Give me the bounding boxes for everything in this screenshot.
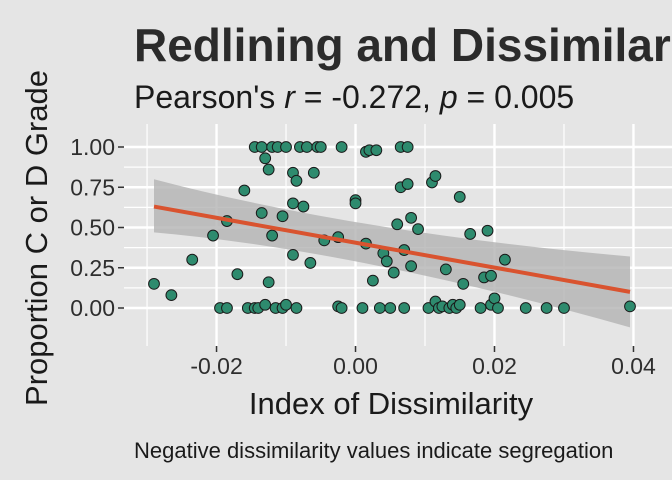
y-axis-ticks: 0.00 0.25 0.50 0.75 1.00 bbox=[70, 134, 124, 321]
x-axis-title: Index of Dissimilarity bbox=[249, 386, 534, 421]
data-point bbox=[429, 170, 442, 182]
data-point bbox=[356, 302, 369, 314]
y-tick-label: 0.75 bbox=[70, 174, 115, 200]
data-point bbox=[387, 266, 400, 279]
data-point bbox=[370, 144, 383, 157]
y-tick-label: 0.00 bbox=[70, 295, 115, 321]
data-point bbox=[262, 163, 275, 176]
data-point bbox=[624, 300, 636, 313]
data-point bbox=[398, 302, 411, 314]
data-point bbox=[380, 255, 393, 268]
data-point bbox=[276, 210, 289, 223]
data-point bbox=[280, 141, 292, 153]
data-point bbox=[453, 298, 466, 311]
chart-title: Redlining and Dissimilarity bbox=[134, 19, 672, 71]
data-point bbox=[266, 229, 279, 242]
data-point bbox=[238, 184, 251, 197]
data-point bbox=[259, 152, 272, 165]
data-point bbox=[453, 191, 466, 203]
x-tick-label: 0.02 bbox=[472, 353, 517, 379]
chart-subtitle: Pearson's r = -0.272, p = 0.005 bbox=[134, 79, 574, 115]
subtitle-p-symbol: p bbox=[439, 79, 458, 115]
data-point bbox=[519, 302, 532, 314]
data-point bbox=[297, 200, 310, 213]
data-point bbox=[401, 178, 414, 190]
data-point bbox=[412, 223, 424, 236]
y-tick-label: 0.50 bbox=[70, 215, 115, 241]
chart-caption: Negative dissimilarity values indicate s… bbox=[134, 438, 613, 463]
x-axis-ticks: -0.02 0.00 0.02 0.04 bbox=[190, 346, 656, 379]
regression-line bbox=[153, 204, 631, 294]
x-tick-label: 0.00 bbox=[333, 353, 378, 379]
data-point bbox=[304, 257, 317, 269]
data-point bbox=[207, 229, 219, 242]
data-point bbox=[287, 197, 299, 210]
data-points bbox=[148, 141, 636, 314]
subtitle-prefix: Pearson's bbox=[134, 79, 284, 115]
data-point bbox=[280, 298, 292, 311]
y-axis-title: Proportion C or D Grade bbox=[19, 70, 54, 406]
data-point bbox=[384, 302, 397, 314]
data-point bbox=[405, 260, 418, 273]
data-point bbox=[464, 228, 477, 240]
data-point bbox=[366, 274, 379, 287]
data-point bbox=[255, 207, 268, 219]
data-point bbox=[335, 141, 348, 153]
trend-line bbox=[153, 204, 631, 294]
data-point bbox=[401, 141, 414, 153]
data-point bbox=[457, 277, 470, 290]
data-point bbox=[300, 141, 313, 153]
data-point bbox=[259, 298, 272, 311]
data-point bbox=[499, 253, 511, 266]
data-point bbox=[558, 302, 570, 314]
subtitle-r-symbol: r bbox=[284, 79, 296, 115]
data-point bbox=[349, 197, 362, 210]
data-point bbox=[255, 141, 268, 153]
y-tick-label: 0.25 bbox=[70, 255, 115, 281]
data-point bbox=[221, 302, 233, 314]
data-point bbox=[186, 253, 199, 266]
data-point bbox=[165, 289, 178, 302]
data-point bbox=[492, 302, 504, 314]
data-point bbox=[481, 224, 494, 237]
data-point bbox=[314, 141, 327, 153]
x-tick-label: 0.04 bbox=[611, 353, 656, 379]
data-point bbox=[307, 166, 320, 179]
data-point bbox=[439, 263, 452, 276]
data-point bbox=[405, 211, 418, 224]
data-point bbox=[287, 248, 299, 261]
confidence-band bbox=[154, 179, 630, 328]
subtitle-r-value: = -0.272, bbox=[295, 79, 440, 115]
data-point bbox=[148, 277, 160, 290]
subtitle-p-value: = 0.005 bbox=[458, 79, 575, 115]
confidence-band-area bbox=[154, 179, 630, 328]
data-point bbox=[290, 174, 303, 187]
data-point bbox=[290, 302, 303, 314]
data-point bbox=[231, 268, 244, 281]
data-point bbox=[540, 302, 553, 314]
x-tick-label: -0.02 bbox=[190, 353, 242, 379]
data-point bbox=[474, 302, 487, 314]
y-tick-label: 1.00 bbox=[70, 134, 115, 160]
data-point bbox=[485, 269, 497, 282]
data-point bbox=[335, 302, 348, 314]
data-point bbox=[262, 276, 275, 289]
data-point bbox=[373, 302, 386, 314]
data-point bbox=[391, 218, 404, 231]
